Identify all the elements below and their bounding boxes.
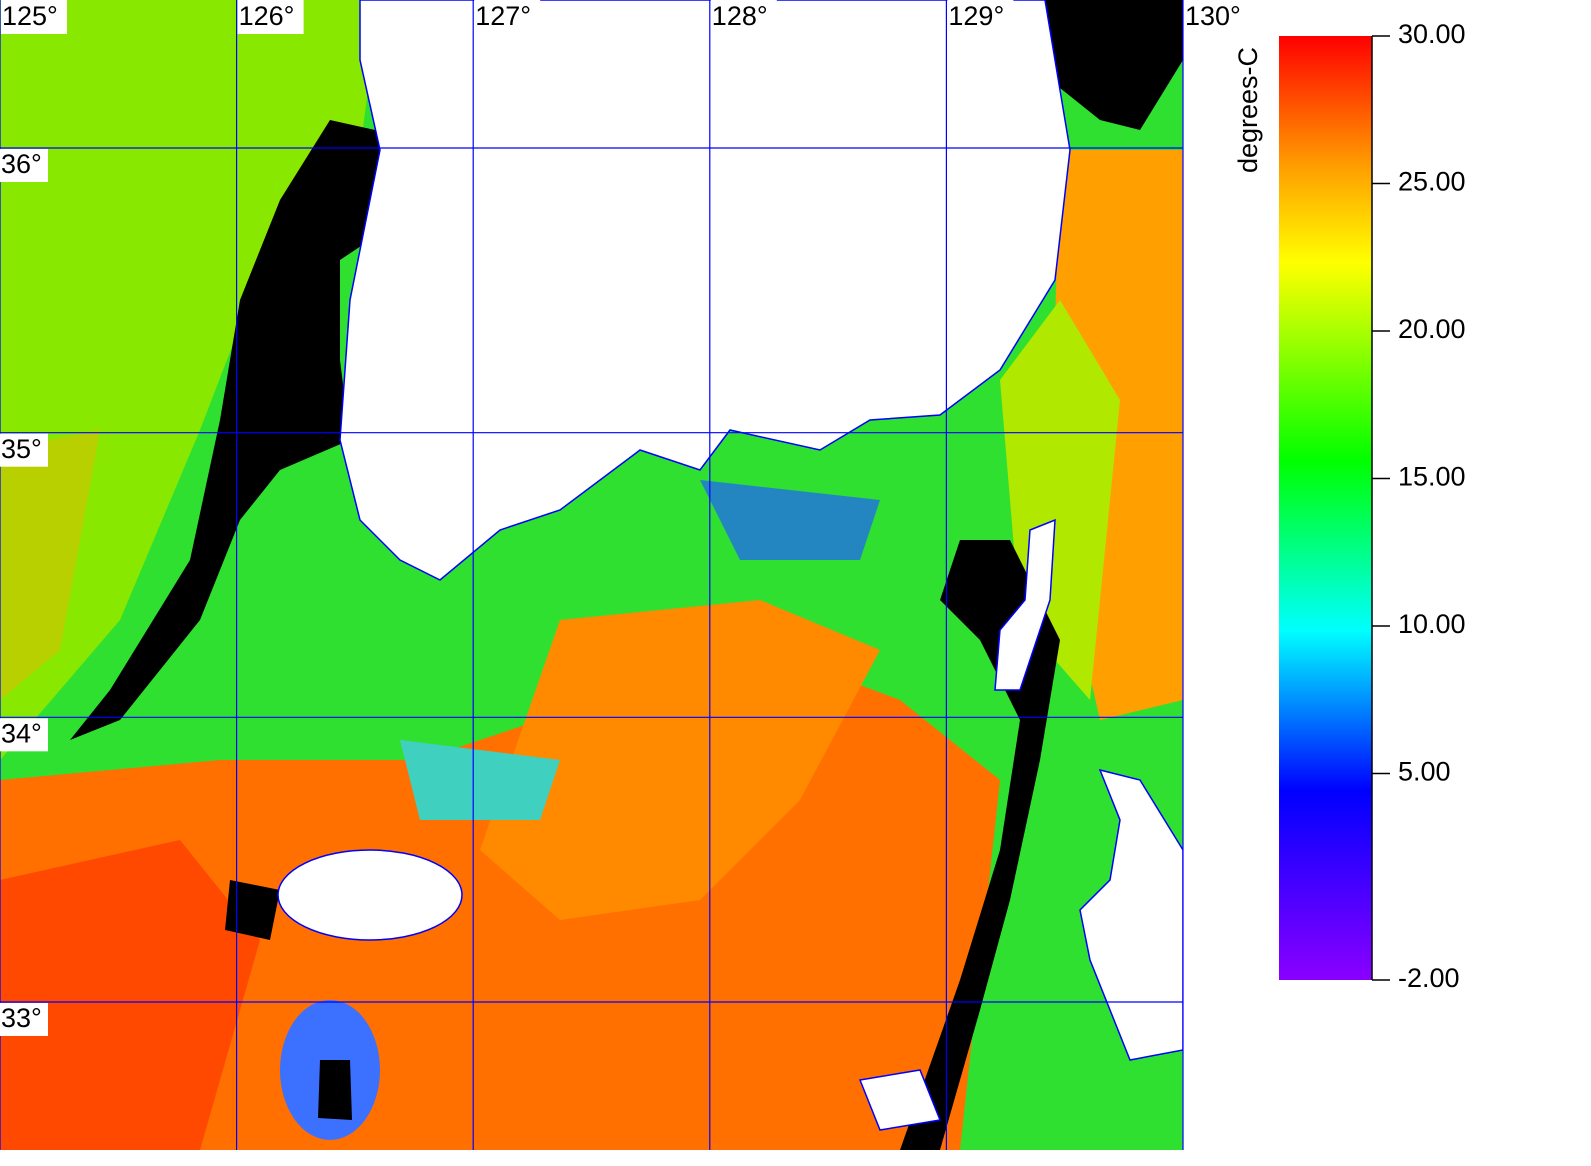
- colorbar: [1279, 36, 1372, 980]
- label-background: [0, 718, 48, 752]
- lon-tick-label: 128°: [712, 1, 768, 31]
- label-background: [1184, 0, 1250, 34]
- land: [339, 0, 1071, 581]
- label-background: [0, 1002, 48, 1036]
- lon-tick-label: 129°: [948, 1, 1004, 31]
- no-data: [900, 540, 1060, 1150]
- yellow-patch: [0, 430, 100, 700]
- label-background: [474, 0, 541, 34]
- colorbar-tick-label: -2.00: [1398, 963, 1460, 993]
- lon-tick-label: 130°: [1185, 1, 1241, 31]
- colorbar-tick-label: 5.00: [1398, 757, 1451, 787]
- colorbar-tick-label: 25.00: [1398, 167, 1466, 197]
- warm-green-region: [0, 0, 380, 760]
- no-data: [318, 1060, 352, 1120]
- label-background: [947, 0, 1014, 34]
- colorbar-title: degrees-C: [1233, 47, 1263, 173]
- land: [277, 849, 463, 941]
- lat-tick-label: 35°: [1, 434, 42, 464]
- land: [858, 1069, 942, 1131]
- cold-patch: [700, 480, 880, 560]
- lat-tick-label: 33°: [1, 1003, 42, 1033]
- warm-core: [480, 600, 880, 920]
- no-data: [1045, 0, 1183, 130]
- lon-tick-label: 125°: [2, 1, 58, 31]
- colorbar-tick-label: 10.00: [1398, 609, 1466, 639]
- colorbar-tick-label: 15.00: [1398, 462, 1466, 492]
- colorbar-tick-label: 30.00: [1398, 19, 1466, 49]
- land: [994, 518, 1056, 691]
- land: [1079, 768, 1183, 1061]
- no-data: [70, 120, 430, 740]
- lat-tick-label: 34°: [1, 718, 42, 748]
- no-data: [225, 880, 280, 940]
- label-background: [0, 433, 48, 467]
- lon-tick-label: 126°: [239, 1, 295, 31]
- graticule: 125° 126° 127° 128° 129° 130° 33° 34° 35° 36°: [0, 0, 1250, 1150]
- sst-field: [0, 0, 1183, 1150]
- lat-tick-label: 36°: [1, 149, 42, 179]
- label-background: [237, 0, 304, 34]
- label-background: [0, 149, 48, 183]
- hot-region: [0, 840, 260, 1150]
- lon-tick-label: 127°: [475, 1, 531, 31]
- cool-patch: [400, 740, 560, 820]
- label-background: [710, 0, 777, 34]
- label-background: [1, 0, 67, 34]
- colorbar-tick-label: 20.00: [1398, 314, 1466, 344]
